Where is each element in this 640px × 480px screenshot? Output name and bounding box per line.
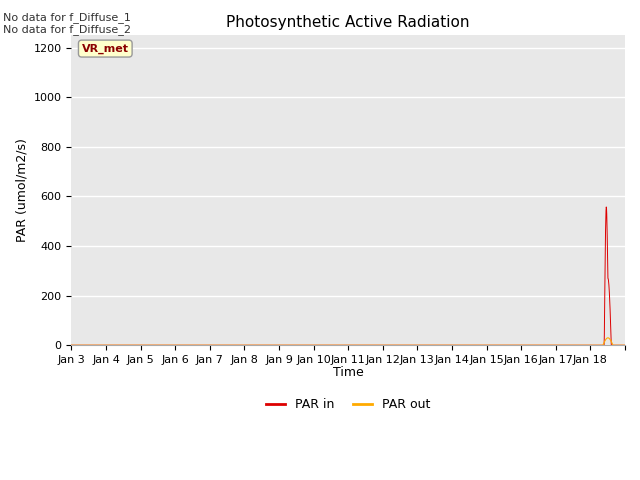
X-axis label: Time: Time (333, 366, 364, 379)
Title: Photosynthetic Active Radiation: Photosynthetic Active Radiation (227, 15, 470, 30)
PAR out (68, 342, 76, 348)
PAR in (515, 342, 523, 348)
PAR out (614, 342, 621, 348)
PAR in (546, 342, 554, 348)
PAR in (243, 342, 250, 348)
PAR out (515, 342, 523, 348)
PAR out (123, 342, 131, 348)
Line: PAR in: PAR in (72, 207, 625, 345)
PAR out (604, 335, 612, 341)
PAR in (621, 342, 629, 348)
PAR in (381, 342, 389, 348)
Text: VR_met: VR_met (82, 44, 129, 54)
PAR in (602, 204, 610, 210)
PAR in (614, 342, 621, 348)
PAR out (243, 342, 250, 348)
Y-axis label: PAR (umol/m2/s): PAR (umol/m2/s) (15, 138, 28, 242)
PAR out (621, 342, 629, 348)
Text: No data for f_Diffuse_1
No data for f_Diffuse_2: No data for f_Diffuse_1 No data for f_Di… (3, 12, 131, 36)
PAR in (68, 342, 76, 348)
PAR in (123, 342, 131, 348)
Legend: PAR in, PAR out: PAR in, PAR out (261, 394, 435, 417)
Line: PAR out: PAR out (72, 338, 625, 345)
PAR out (546, 342, 554, 348)
PAR out (381, 342, 389, 348)
